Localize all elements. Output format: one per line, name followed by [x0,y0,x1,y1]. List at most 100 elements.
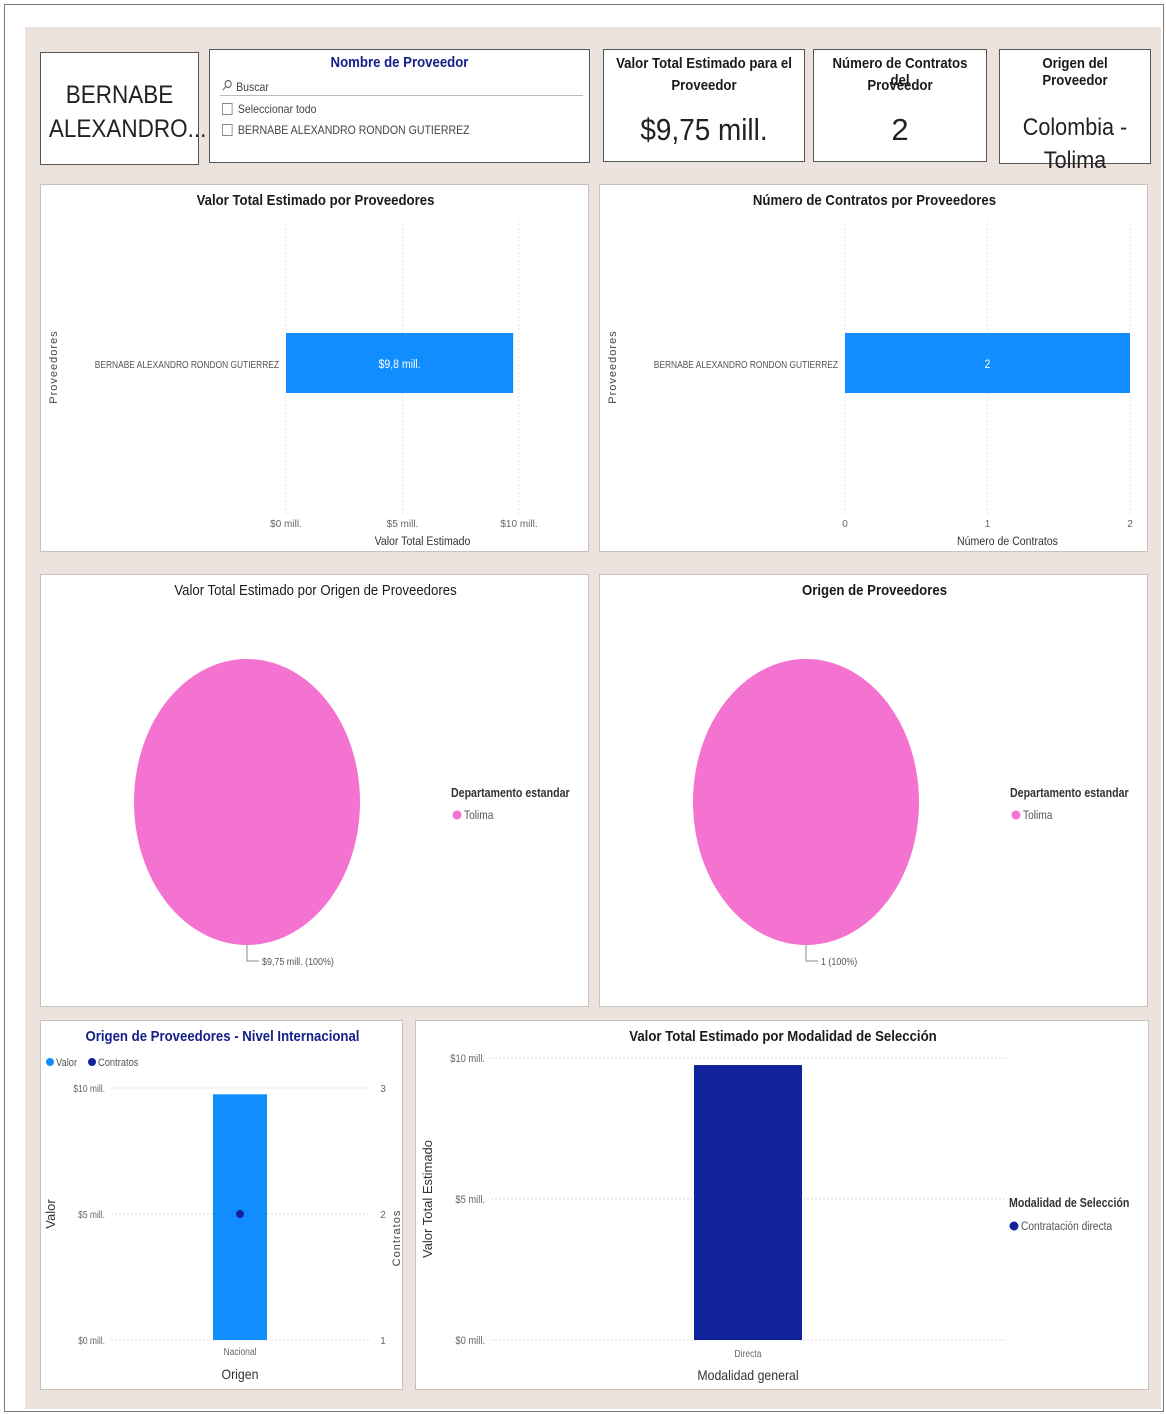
tick-label: $0 mill. [270,519,302,530]
report-canvas: BERNABE ALEXANDRO... Nombre de Proveedor… [25,27,1161,1409]
chart-origin-providers: Origen de Proveedores 1 (100%) Departament… [599,574,1148,1007]
kpi-origin-line1: Colombia - [1022,114,1128,141]
bar [845,333,1130,393]
tick-label: $5 mill. [78,1209,105,1220]
category-label: BERNABE ALEXANDRO RONDON GUTIERREZ [654,359,838,371]
pie-slice [134,659,360,945]
data-label: 2 [985,358,991,371]
legend-label: Tolima [1023,809,1053,822]
chart-value-by-origin: Valor Total Estimado por Origen de Prove… [40,574,589,1007]
y-axis-title: Valor [43,1199,58,1229]
search-placeholder: Buscar [236,79,269,94]
tick-label: $0 mill. [455,1335,485,1347]
tick-label: 2 [1127,519,1133,530]
kpi-origin-line2: Tolima [1043,147,1107,174]
chart-value-by-provider: Valor Total Estimado por Proveedores $0 m… [40,184,589,552]
chart-value-by-modality-svg: Valor Total Estimado por Modalidad de Se… [420,1027,1129,1383]
bar [694,1065,802,1340]
leader-line [805,945,818,962]
tick-label: $5 mill. [455,1194,485,1206]
kpi-value-title-1: Valor Total Estimado para el [616,55,792,72]
legend-marker-contratos [88,1058,96,1066]
legend-label: Contratación directa [1021,1220,1113,1233]
legend-title: Modalidad de Selección [1009,1196,1129,1210]
line-point [236,1210,244,1218]
legend-marker [1011,810,1021,820]
kpi-contracts-card: Número de Contratos del Proveedor 2 [813,49,987,162]
chart-title: Origen de Proveedores [802,581,947,598]
chart-contracts-by-provider: Número de Contratos por Proveedores 0 1 2 2 B… [599,184,1148,552]
y-axis-title: Proveedores [607,330,619,403]
x-axis-title: Número de Contratos [957,535,1058,548]
pie-slice [693,659,919,945]
search-icon [222,79,233,94]
leader-line [246,945,259,962]
legend-marker-valor [46,1058,54,1066]
chart-origin-providers-svg: Origen de Proveedores 1 (100%) Departament… [693,581,1129,968]
tick-label: $0 mill. [78,1335,105,1346]
tick-label: $10 mill. [450,1053,485,1065]
chart-origin-international-svg: Origen de Proveedores - Nivel Internacio… [43,1027,403,1382]
chart-title: Valor Total Estimado por Modalidad de Se… [629,1027,936,1044]
y-axis-title: Valor Total Estimado [420,1140,435,1258]
tick-label-right: 3 [380,1084,386,1095]
select-all-label: Seleccionar todo [237,102,317,116]
chart-origin-international: Origen de Proveedores - Nivel Internacio… [40,1020,403,1390]
tick-label-right: 1 [380,1336,386,1347]
chart-value-by-modality: Valor Total Estimado por Modalidad de Se… [415,1020,1149,1390]
tick-label-right: 2 [380,1210,386,1221]
x-axis-title: Valor Total Estimado [375,535,471,548]
x-axis-title: Modalidad general [697,1367,798,1383]
slicer-item[interactable]: BERNABE ALEXANDRO RONDON GUTIERREZ [222,123,470,137]
kpi-value-title-2: Proveedor [671,77,737,94]
chart-title: Valor Total Estimado por Proveedores [197,191,435,208]
chart-value-by-provider-svg: Valor Total Estimado por Proveedores $0 m… [48,191,538,548]
tick-label: 1 [985,519,991,530]
kpi-value-card: Valor Total Estimado para el Proveedor $… [603,49,805,162]
legend-label: Tolima [464,809,494,822]
provider-name-card[interactable]: BERNABE ALEXANDRO... [40,52,207,165]
tick-label: $5 mill. [387,519,419,530]
category-label: Nacional [223,1346,256,1357]
report-frame: BERNABE ALEXANDRO... Nombre de Proveedor… [4,4,1164,1412]
provider-name-line1: BERNABE [65,81,174,109]
x-axis-title: Origen [222,1366,259,1382]
search-underline [220,95,583,96]
provider-slicer: Nombre de Proveedor Buscar Seleccionar t… [209,49,590,163]
data-label: $9,75 mill. (100%) [262,956,334,968]
kpi-contracts-title-1: Número de Contratos del [832,55,968,89]
slicer-search[interactable]: Buscar [222,79,269,94]
chart-contracts-by-provider-svg: Número de Contratos por Proveedores 0 1 2 2 B… [607,191,1133,548]
slicer-title: Nombre de Proveedor [330,54,469,71]
slicer-item-label: BERNABE ALEXANDRO RONDON GUTIERREZ [237,123,470,137]
tick-label: $10 mill. [500,519,537,530]
legend-title: Departamento estandar [1010,786,1129,800]
category-label: Directa [735,1348,763,1359]
kpi-origin-title: Origen del Proveedor [1042,55,1108,89]
category-label: BERNABE ALEXANDRO RONDON GUTIERREZ [95,359,279,371]
kpi-origin-card: Origen del Proveedor Colombia - Tolima [999,49,1151,174]
kpi-contracts-value: 2 [891,112,909,147]
item-checkbox[interactable] [222,124,233,136]
slicer-select-all[interactable]: Seleccionar todo [222,102,317,116]
kpi-value: $9,75 mill. [640,112,768,147]
legend-label-valor: Valor [56,1057,78,1069]
chart-title: Origen de Proveedores - Nivel Internacio… [86,1027,360,1044]
provider-name-line2: ALEXANDRO... [48,115,207,143]
tick-label: $10 mill. [73,1083,105,1094]
chart-value-by-origin-svg: Valor Total Estimado por Origen de Prove… [134,581,570,968]
y2-axis-title: Contratos [391,1210,403,1267]
legend-label-contratos: Contratos [98,1057,138,1069]
kpi-contracts-title-2: Proveedor [867,77,933,94]
legend-marker [452,810,462,820]
tick-label: 0 [842,519,848,530]
bar [286,333,514,393]
chart-title: Número de Contratos por Proveedores [753,191,996,208]
legend-marker [1009,1221,1019,1231]
select-all-checkbox[interactable] [222,103,233,115]
legend-title: Departamento estandar [451,786,570,800]
chart-title: Valor Total Estimado por Origen de Prove… [174,581,456,598]
y-axis-title: Proveedores [48,330,60,403]
data-label: 1 (100%) [821,956,857,968]
data-label: $9,8 mill. [378,358,420,371]
